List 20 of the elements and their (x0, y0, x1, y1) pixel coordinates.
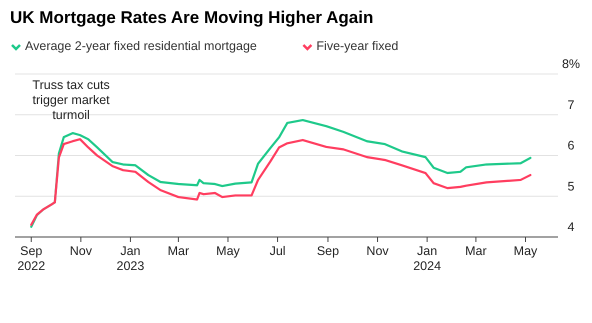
x-tick-label: May (216, 244, 241, 258)
chart-title: UK Mortgage Rates Are Moving Higher Again (10, 8, 374, 27)
x-tick-label: Mar (168, 244, 190, 258)
x-tick-label: Sep 2022 (17, 244, 46, 273)
x-tick-label: May (514, 244, 538, 258)
x-tick-label: Jul (270, 244, 286, 258)
x-tick-label: Nov (366, 244, 390, 258)
y-tick-label: 5 (568, 179, 575, 194)
annotation: Truss tax cuts trigger market turmoil (32, 78, 110, 122)
y-tick-label: 4 (568, 220, 575, 234)
legend-label: Five-year fixed (316, 39, 398, 53)
x-tick-label: Nov (70, 244, 93, 258)
x-tick-label: Jan 2023 (116, 244, 144, 273)
y-tick-label: 7 (568, 98, 575, 112)
legend-label: Average 2-year fixed residential mortgage (25, 39, 257, 53)
x-tick-label: Mar (465, 244, 487, 258)
x-tick-label: Sep (316, 244, 340, 258)
x-tick-label: Jan 2024 (413, 244, 442, 273)
y-tick-label: 8% (562, 57, 580, 71)
y-tick-label: 6 (568, 138, 575, 152)
